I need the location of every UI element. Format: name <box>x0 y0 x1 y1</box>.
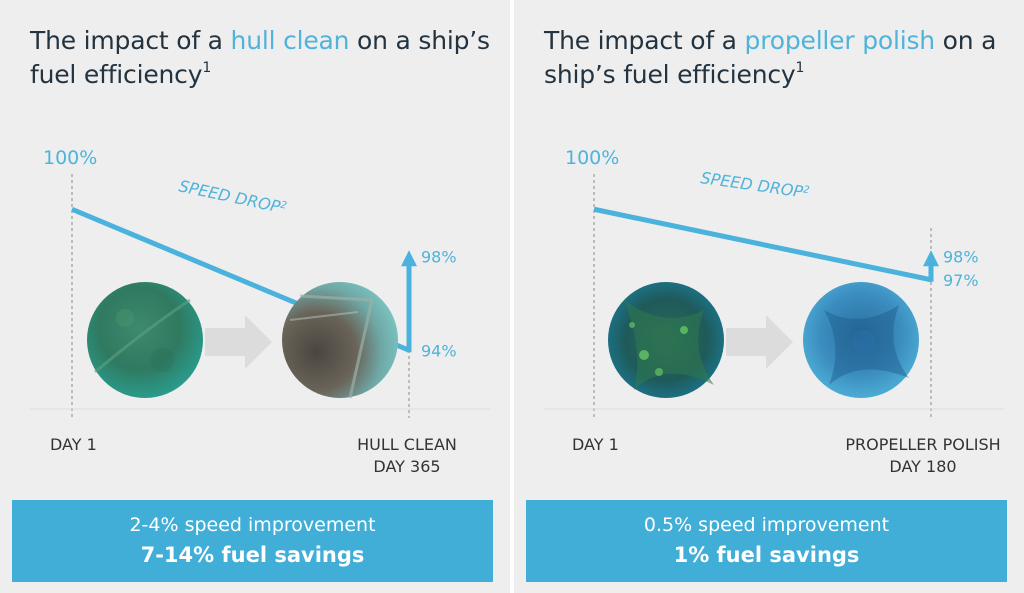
speed-drop-label: SPEED DROP2 <box>699 168 810 202</box>
fouled-propeller-photo <box>608 282 724 398</box>
before-after-arrow-icon <box>205 315 272 369</box>
speed-drop-chart: 100% 97% 98% SPEED DROP2 DAY 1 PROPELLER… <box>544 147 1004 476</box>
speed-improvement-text: 0.5% speed improvement <box>643 514 890 536</box>
before-after-arrow-icon <box>726 315 793 369</box>
end-value-label: 94% <box>421 341 457 360</box>
result-banner: 2-4% speed improvement 7-14% fuel saving… <box>12 500 493 582</box>
recovered-value-label: 98% <box>421 247 457 266</box>
title-footnote: 1 <box>202 60 212 76</box>
fuel-savings-text: 1% fuel savings <box>673 543 860 567</box>
speed-drop-footnote: 2 <box>279 200 288 212</box>
title-post: on a ship’s fuel efficiency <box>544 26 997 89</box>
speed-drop-label: SPEED DROP2 <box>177 176 288 217</box>
title-highlight: propeller polish <box>744 26 936 55</box>
hull-clean-panel: The impact of a hull clean on a ship’s f… <box>0 0 510 593</box>
x-start-label: DAY 1 <box>50 435 97 454</box>
speed-drop-chart: 100% 94% 98% SPEED DROP2 DAY 1 HULL CLEA… <box>30 147 490 476</box>
x-end-day-label: DAY 365 <box>373 457 440 476</box>
start-value-label: 100% <box>565 147 619 169</box>
x-start-label: DAY 1 <box>572 435 619 454</box>
recovered-value-label: 98% <box>943 247 979 266</box>
fouled-hull-photo <box>87 282 203 398</box>
speed-drop-footnote: 2 <box>802 184 810 196</box>
title-pre: The impact of a <box>30 26 231 55</box>
propeller-polish-panel: The impact of a propeller polish on a sh… <box>514 0 1024 593</box>
title-footnote: 1 <box>795 60 805 76</box>
result-banner: 0.5% speed improvement 1% fuel savings <box>526 500 1007 582</box>
recovery-arrow-head <box>923 250 939 267</box>
fuel-savings-text: 7-14% fuel savings <box>140 543 365 567</box>
title-highlight: hull clean <box>230 26 350 55</box>
x-end-label: HULL CLEAN <box>357 435 457 454</box>
x-end-day-label: DAY 180 <box>889 457 956 476</box>
cleaned-hull-photo <box>282 282 398 399</box>
speed-drop-text: SPEED DROP <box>699 168 804 201</box>
start-value-label: 100% <box>43 147 97 169</box>
polished-propeller-photo <box>803 282 919 398</box>
title-pre: The impact of a <box>544 26 745 55</box>
panel-title: The impact of a propeller polish on a sh… <box>544 24 1014 92</box>
recovery-arrow-head <box>401 250 417 267</box>
speed-drop-line <box>593 206 932 283</box>
x-end-label: PROPELLER POLISH <box>845 435 1000 454</box>
end-value-label: 97% <box>943 271 979 290</box>
speed-improvement-text: 2-4% speed improvement <box>129 514 376 536</box>
title-post: on a ship’s fuel efficiency <box>30 26 490 89</box>
speed-drop-text: SPEED DROP <box>177 176 282 216</box>
panel-title: The impact of a hull clean on a ship’s f… <box>30 24 500 92</box>
